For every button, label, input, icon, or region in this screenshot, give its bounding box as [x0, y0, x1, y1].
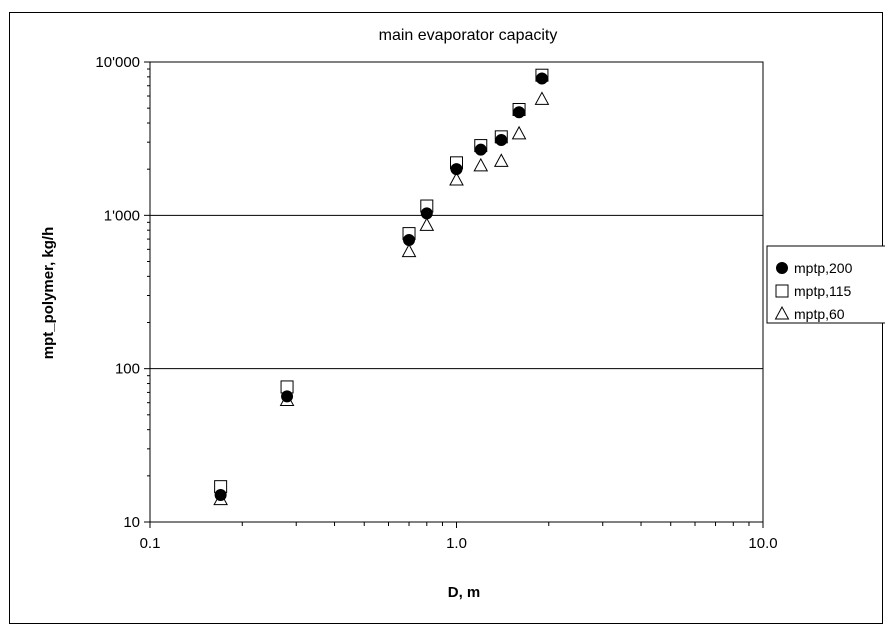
filled-circle-point	[450, 163, 463, 176]
y-tick-label: 100	[115, 361, 140, 378]
y-axis-title: mpt_polymer, kg/h	[40, 227, 57, 360]
filled-circle-point	[403, 234, 416, 247]
filled-circle-point	[281, 390, 294, 403]
legend-marker-filled-circle	[776, 262, 788, 274]
data-points	[213, 68, 550, 506]
axes: 10 100 1'000 10'000 0.1 1.0 10.0	[95, 54, 777, 552]
x-tick-label: 0.1	[140, 535, 161, 552]
y-tick-label: 1'000	[104, 207, 140, 224]
legend-marker-open-square	[775, 284, 789, 298]
series-filled-circle	[214, 72, 548, 501]
filled-circle-point	[214, 488, 227, 501]
open-triangle-point	[473, 157, 489, 172]
open-triangle-point	[493, 153, 509, 167]
open-triangle-point	[449, 171, 464, 186]
grid-lines	[150, 214, 763, 370]
series-open-square	[214, 68, 549, 494]
legend: mptp,200 mptp,115 mptp,60	[766, 245, 885, 324]
chart-title: main evaporator capacity	[379, 27, 558, 44]
plot-area	[149, 61, 764, 523]
legend-marker-open-triangle	[774, 305, 790, 320]
y-tick-label: 10'000	[95, 54, 140, 71]
filled-circle-point	[535, 72, 548, 85]
open-triangle-point	[511, 125, 527, 140]
x-tick-label: 1.0	[446, 535, 467, 552]
x-axis-title: D, m	[448, 584, 481, 601]
open-triangle-point	[419, 217, 435, 231]
legend-entry-label: mptp,60	[794, 306, 845, 322]
open-triangle-point	[534, 91, 550, 105]
x-tick-label: 10.0	[748, 535, 777, 552]
legend-entry-label: mptp,200	[794, 260, 853, 276]
filled-circle-point	[513, 106, 526, 119]
filled-circle-point	[495, 133, 508, 146]
series-open-triangle	[213, 91, 550, 506]
open-triangle-point	[401, 243, 417, 258]
filled-circle-point	[474, 143, 487, 156]
filled-circle-point	[420, 207, 433, 220]
y-tick-label: 10	[123, 514, 140, 531]
legend-entry-label: mptp,115	[794, 283, 852, 299]
